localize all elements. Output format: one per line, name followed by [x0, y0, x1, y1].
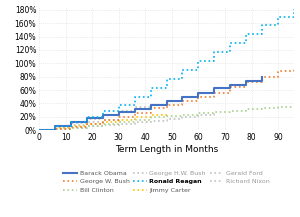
X-axis label: Term Length in Months: Term Length in Months	[115, 145, 218, 154]
Legend: Barack Obama, George W. Bush, Bill Clinton, George H.W. Bush, Ronald Reagan, Jim: Barack Obama, George W. Bush, Bill Clint…	[63, 170, 270, 193]
